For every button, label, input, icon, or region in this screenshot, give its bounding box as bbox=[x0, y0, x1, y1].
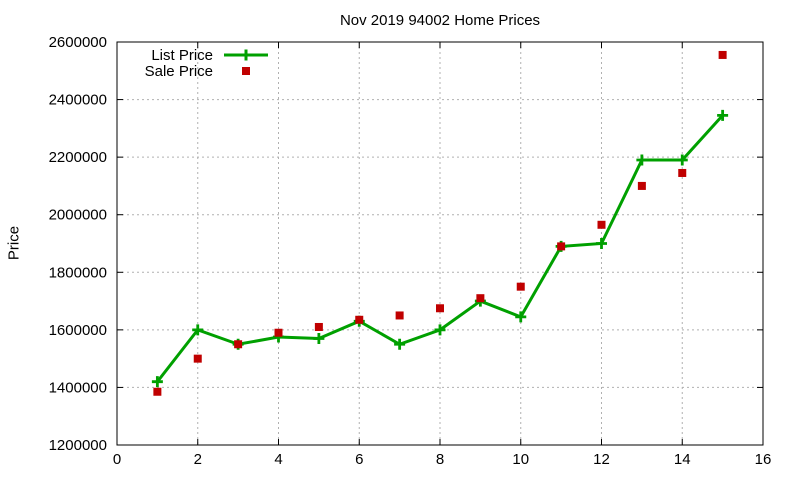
sale-price-point-marker bbox=[395, 311, 404, 320]
x-tick-label: 0 bbox=[113, 451, 121, 468]
y-tick-label: 2400000 bbox=[49, 92, 107, 109]
sale-price-point-marker bbox=[274, 328, 283, 337]
sale-price-point-marker bbox=[516, 282, 525, 291]
sale-price-point-marker bbox=[637, 181, 646, 190]
x-tick-label: 14 bbox=[674, 451, 691, 468]
chart-title: Nov 2019 94002 Home Prices bbox=[339, 12, 541, 29]
legend-label-sale-price: Sale Price bbox=[144, 62, 213, 80]
x-tick-label: 10 bbox=[512, 451, 529, 468]
x-tick-label: 16 bbox=[755, 451, 772, 468]
x-tick-labels: 0 2 4 6 8 10 12 14 16 bbox=[113, 451, 772, 468]
y-tick-label: 1600000 bbox=[49, 322, 107, 339]
y-tick-label: 2600000 bbox=[49, 34, 107, 51]
list-price-line-sample-icon bbox=[223, 47, 269, 63]
sale-price-point-marker bbox=[718, 50, 727, 59]
x-tick-label: 4 bbox=[274, 451, 282, 468]
sale-price-point-marker bbox=[193, 354, 202, 363]
axis-ticks bbox=[116, 41, 764, 446]
y-tick-label: 1400000 bbox=[49, 379, 107, 396]
y-tick-label: 2200000 bbox=[49, 149, 107, 166]
x-tick-label: 8 bbox=[436, 451, 444, 468]
sale-price-point-marker bbox=[597, 220, 606, 229]
y-tick-label: 2000000 bbox=[49, 207, 107, 224]
y-tick-label: 1200000 bbox=[49, 437, 107, 454]
x-tick-label: 12 bbox=[593, 451, 610, 468]
sale-price-point-marker bbox=[314, 322, 323, 331]
sale-price-series bbox=[153, 50, 727, 396]
legend-item-list-price: List Price bbox=[93, 46, 269, 64]
sale-price-square-sample-icon bbox=[223, 63, 269, 79]
legend-label-list-price: List Price bbox=[151, 46, 213, 64]
y-tick-label: 1800000 bbox=[49, 264, 107, 281]
sale-price-point-marker bbox=[678, 168, 687, 177]
sale-price-point-marker bbox=[234, 340, 243, 349]
grid bbox=[117, 42, 763, 445]
legend-item-sale-price: Sale Price bbox=[93, 62, 269, 80]
sale-price-point-marker bbox=[476, 294, 485, 303]
sale-price-point-marker bbox=[436, 304, 444, 313]
legend: List Price Sale Price bbox=[93, 46, 269, 80]
sale-price-point-marker bbox=[557, 242, 566, 251]
y-tick-labels: 1200000 1400000 1600000 1800000 2000000 22000… bbox=[49, 34, 107, 454]
x-tick-label: 6 bbox=[355, 451, 363, 468]
sale-price-point-marker bbox=[355, 315, 364, 324]
sale-price-point-marker bbox=[153, 387, 162, 396]
x-tick-label: 2 bbox=[194, 451, 202, 468]
y-axis-label: Price bbox=[5, 225, 23, 261]
